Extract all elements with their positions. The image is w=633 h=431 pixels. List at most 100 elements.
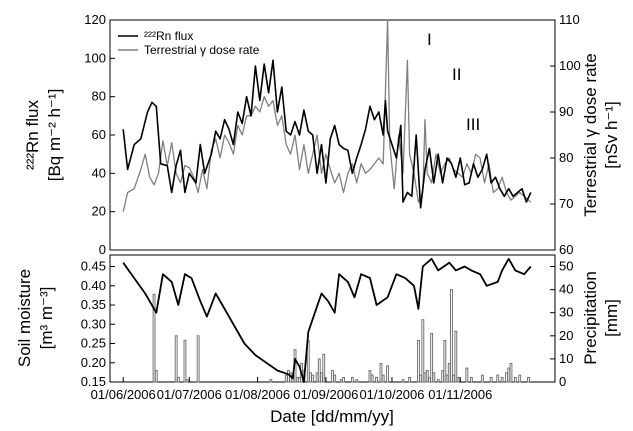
x-axis-label: Date [dd/mm/yy] [270,407,394,426]
precipitation-bar [370,374,374,383]
bottom-left-tick-label: 0.30 [81,316,106,331]
top-right-tick-label: 60 [559,242,573,257]
precipitation-bar [331,370,334,383]
precipitation-bar [500,376,504,383]
precipitation-bar [355,379,359,383]
precipitation-bar [287,370,290,383]
precipitation-bar [333,374,337,383]
precipitation-bar [421,319,425,383]
precipitation-bar [443,339,447,383]
precipitation-bar [436,379,440,383]
x-tick-label: 01/09/2006 [293,387,358,402]
precipitation-bar [452,374,456,383]
precipitation-bar [342,376,345,383]
precipitation-bar [350,376,354,383]
precipitation-bar [320,372,323,383]
precipitation-bar [339,379,343,383]
precipitation-bar [381,374,385,383]
precipitation-bar [509,363,513,383]
precipitation-bar [401,379,405,383]
precipitation-bar [368,370,372,383]
top-right-ylabel-line2: [nSv h⁻¹] [602,101,621,169]
top-left-tick-label: 100 [84,50,106,65]
precipitation-bar [295,376,299,383]
bottom-right-tick-label: 0 [559,374,566,389]
x-tick-label: 01/06/2006 [91,387,156,402]
x-tick-label: 01/08/2006 [225,387,290,402]
bottom-left-tick-label: 0.20 [81,355,106,370]
precipitation-bar [185,379,189,383]
top-right-tick-label: 90 [559,104,573,119]
precipitation-bar [432,372,436,383]
precipitation-bar [445,374,449,383]
top-right-tick-label: 80 [559,150,573,165]
bottom-left-tick-label: 0.35 [81,297,106,312]
legend-label-dose-rate: Terrestrial γ dose rate [144,43,260,57]
legend-label-rn-flux: ²²²Rn flux [144,29,193,43]
bottom-right-ylabel-line1: Precipitation [581,271,600,365]
bottom-right-tick-label: 30 [559,305,573,320]
legend: ²²²Rn flux Terrestrial γ dose rate [118,29,260,57]
precipitation-bar [480,374,484,383]
precipitation-bar [417,339,420,383]
precipitation-bar [454,330,458,383]
precipitation-bar [450,289,453,383]
precipitation-bar [447,363,451,383]
bottom-left-tick-label: 0.25 [81,336,106,351]
bottom-right-tick-label: 20 [559,328,573,343]
bottom-right-tick-label: 40 [559,282,573,297]
bottom-left-tick-label: 0.40 [81,278,106,293]
precipitation-bar [152,293,156,383]
precipitation-bar [315,372,319,383]
precipitation-bar [311,374,315,383]
precipitation-bar [518,374,522,383]
bottom-right-ylabel-line2: [mm] [602,299,621,337]
top-right-tick-label: 100 [559,58,581,73]
precipitation-bar [375,376,378,383]
precipitation-bar [441,370,445,383]
top-panel-series [122,19,532,212]
bottom-panel-series [122,257,532,383]
precipitation-bar [430,333,434,383]
precipitation-bar [174,335,178,383]
precipitation-bar [465,367,469,383]
precipitation-bar [309,372,312,383]
annotation-II: II [452,65,461,84]
top-left-tick-label: 120 [84,12,106,27]
top-left-tick-label: 80 [92,89,106,104]
top-panel-ticks: 0 20 40 60 80 100 120 60 70 80 90 100 110 [84,12,580,257]
bottom-left-tick-label: 0.15 [81,374,106,389]
precipitation-bars [152,289,530,383]
precipitation-bar [322,353,326,383]
precipitation-bar [154,370,158,383]
series-line-dose-rate [122,19,532,212]
precipitation-bar [298,376,301,383]
bottom-right-tick-label: 50 [559,259,573,274]
precipitation-bar [423,372,427,383]
top-left-tick-label: 20 [92,204,106,219]
top-left-tick-label: 60 [92,127,106,142]
annotation-I: I [427,30,432,49]
precipitation-bar [527,376,530,383]
precipitation-bar [317,358,321,383]
precipitation-bar [269,379,273,383]
precipitation-bar [507,367,511,383]
top-right-tick-label: 70 [559,196,573,211]
precipitation-bar [496,374,500,383]
precipitation-bar [513,376,517,383]
top-left-ylabel-line2: [Bq m⁻² h⁻¹] [45,89,64,182]
precipitation-bar [456,376,460,383]
series-line-rn-flux [122,59,532,209]
top-left-tick-label: 40 [92,165,106,180]
annotation-III: III [466,115,480,134]
top-right-tick-label: 110 [559,12,580,27]
precipitation-bar [408,376,412,383]
precipitation-bar [489,376,493,383]
x-tick-label: 01/11/2006 [428,387,492,402]
precipitation-bar [425,370,429,383]
top-left-ylabel-line1: ²²²Rn flux [23,100,42,170]
x-tick-label: 01/07/2006 [157,387,222,402]
precipitation-bar [379,363,383,383]
top-left-tick-label: 0 [99,242,106,257]
